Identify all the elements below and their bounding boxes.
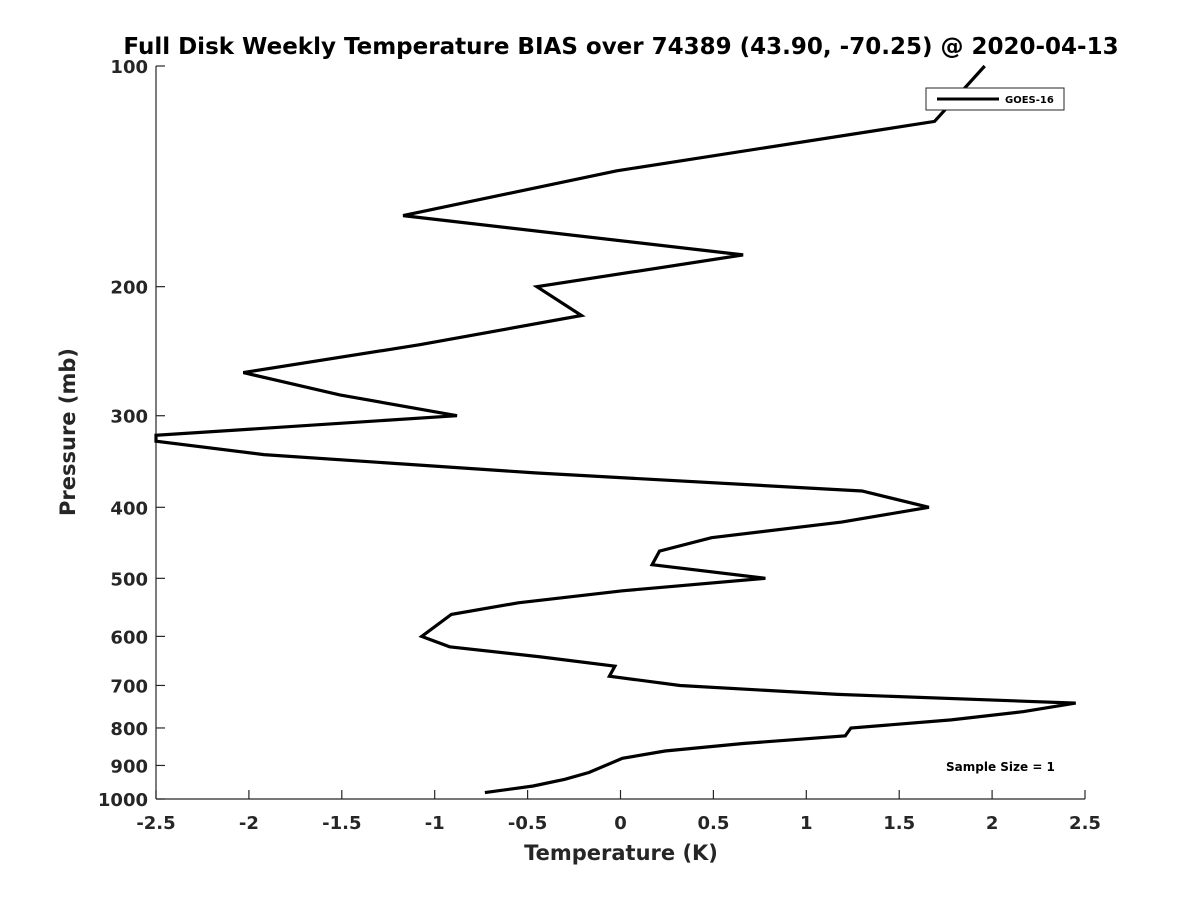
y-tick-label: 300 bbox=[110, 407, 148, 428]
x-tick-label: 0.5 bbox=[697, 813, 729, 834]
y-tick-label: 500 bbox=[110, 569, 148, 590]
legend[interactable]: GOES-16 bbox=[925, 87, 1065, 111]
y-tick-label: 900 bbox=[110, 756, 148, 777]
x-tick-label: -0.5 bbox=[508, 813, 547, 834]
series-line-goes-16 bbox=[154, 64, 1076, 795]
y-tick-label: 600 bbox=[110, 627, 148, 648]
y-axis-label: Pressure (mb) bbox=[56, 348, 80, 516]
y-ticks: 100 200 300 400 500 600 700 800 900 1000 bbox=[98, 57, 165, 811]
y-tick-label: 700 bbox=[110, 676, 148, 697]
y-tick-label: 100 bbox=[110, 57, 148, 78]
x-tick-label: 1.5 bbox=[883, 813, 915, 834]
plot-area: -2.5 -2 -1.5 -1 -0.5 0 0.5 1 1.5 2 2.5 100 200 300 40… bbox=[98, 57, 1101, 834]
x-axis-label: Temperature (K) bbox=[524, 841, 718, 865]
x-tick-label: 1 bbox=[800, 813, 813, 834]
y-tick-label: 1000 bbox=[98, 790, 148, 811]
y-tick-label: 400 bbox=[110, 498, 148, 519]
y-tick-label: 800 bbox=[110, 719, 148, 740]
x-tick-label: 0 bbox=[614, 813, 627, 834]
y-tick-label: 200 bbox=[110, 278, 148, 299]
sample-size-annotation: Sample Size = 1 bbox=[946, 760, 1055, 774]
series-layer bbox=[154, 64, 1076, 795]
legend-label-goes-16: GOES-16 bbox=[1005, 95, 1054, 106]
chart-title: Full Disk Weekly Temperature BIAS over 7… bbox=[123, 34, 1118, 60]
x-tick-label: -2.5 bbox=[136, 813, 175, 834]
x-tick-label: -2 bbox=[239, 813, 259, 834]
x-tick-label: 2 bbox=[986, 813, 999, 834]
x-tick-label: 2.5 bbox=[1069, 813, 1101, 834]
x-tick-label: -1.5 bbox=[322, 813, 361, 834]
x-tick-label: -1 bbox=[425, 813, 445, 834]
x-ticks: -2.5 -2 -1.5 -1 -0.5 0 0.5 1 1.5 2 2.5 bbox=[136, 790, 1101, 834]
